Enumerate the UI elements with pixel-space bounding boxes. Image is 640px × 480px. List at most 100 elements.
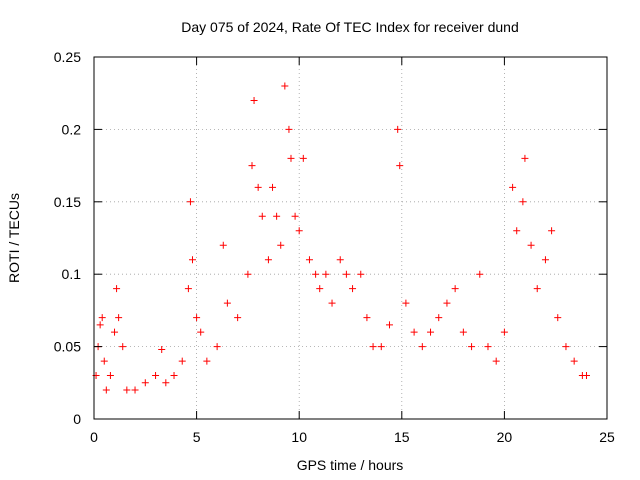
x-tick-label: 0 <box>90 429 98 445</box>
data-point <box>369 343 377 351</box>
y-tick-label: 0 <box>73 411 81 427</box>
data-point <box>106 372 114 380</box>
data-point <box>349 285 357 293</box>
x-tick-label: 20 <box>497 429 513 445</box>
y-tick-label: 0.05 <box>54 339 81 355</box>
data-point <box>484 343 492 351</box>
data-point <box>115 314 123 322</box>
data-point <box>277 241 285 249</box>
data-point <box>158 345 166 353</box>
axis-ticks: 0 5 10 15 20 25 0 0.05 0.1 0.15 0.2 0.25 <box>54 49 615 445</box>
data-point <box>188 256 196 264</box>
data-point <box>203 357 211 365</box>
data-point <box>541 256 549 264</box>
data-point <box>357 270 365 278</box>
data-point <box>184 285 192 293</box>
data-point <box>363 314 371 322</box>
data-point <box>468 343 476 351</box>
data-point <box>152 372 160 380</box>
data-point <box>396 162 404 170</box>
data-points <box>92 82 590 394</box>
data-point <box>219 241 227 249</box>
data-point <box>451 285 459 293</box>
data-point <box>234 314 242 322</box>
data-point <box>285 125 293 133</box>
grid-lines <box>94 57 607 419</box>
data-point <box>570 357 578 365</box>
data-point <box>244 270 252 278</box>
data-point <box>562 343 570 351</box>
data-point <box>254 183 262 191</box>
y-tick-label: 0.15 <box>54 194 81 210</box>
data-point <box>521 154 529 162</box>
data-point <box>322 270 330 278</box>
data-point <box>102 386 110 394</box>
data-point <box>548 227 556 235</box>
data-point <box>258 212 266 220</box>
data-point <box>197 328 205 336</box>
data-point <box>410 328 418 336</box>
data-point <box>385 321 393 329</box>
data-point <box>223 299 231 307</box>
data-point <box>394 125 402 133</box>
data-point <box>519 198 527 206</box>
data-point <box>533 285 541 293</box>
data-point <box>492 357 500 365</box>
data-point <box>123 386 131 394</box>
data-point <box>264 256 272 264</box>
data-point <box>527 241 535 249</box>
y-axis-label: ROTI / TECUs <box>6 193 22 283</box>
data-point <box>113 285 121 293</box>
x-tick-label: 10 <box>291 429 307 445</box>
data-point <box>178 357 186 365</box>
data-point <box>500 328 508 336</box>
data-point <box>377 343 385 351</box>
data-point <box>193 314 201 322</box>
data-point <box>269 183 277 191</box>
data-point <box>273 212 281 220</box>
data-point <box>476 270 484 278</box>
data-point <box>336 256 344 264</box>
data-point <box>162 379 170 387</box>
data-point <box>281 82 289 90</box>
data-point <box>582 372 590 380</box>
data-point <box>513 227 521 235</box>
data-point <box>248 162 256 170</box>
y-tick-label: 0.25 <box>54 49 81 65</box>
data-point <box>459 328 467 336</box>
data-point <box>111 328 119 336</box>
data-point <box>170 372 178 380</box>
data-point <box>131 386 139 394</box>
data-point <box>100 357 108 365</box>
data-point <box>287 154 295 162</box>
data-point <box>96 321 104 329</box>
data-point <box>141 379 149 387</box>
x-axis-label: GPS time / hours <box>297 457 404 473</box>
data-point <box>299 154 307 162</box>
y-tick-label: 0.1 <box>62 266 82 282</box>
x-tick-label: 25 <box>599 429 615 445</box>
data-point <box>435 314 443 322</box>
data-point <box>427 328 435 336</box>
data-point <box>554 314 562 322</box>
data-point <box>316 285 324 293</box>
data-point <box>509 183 517 191</box>
data-point <box>213 343 221 351</box>
data-point <box>98 314 106 322</box>
chart-title: Day 075 of 2024, Rate Of TEC Index for r… <box>181 19 518 35</box>
data-point <box>402 299 410 307</box>
data-point <box>186 198 194 206</box>
data-point <box>250 96 258 104</box>
data-point <box>305 256 313 264</box>
y-tick-label: 0.2 <box>62 121 82 137</box>
data-point <box>312 270 320 278</box>
data-point <box>418 343 426 351</box>
x-tick-label: 5 <box>193 429 201 445</box>
data-point <box>291 212 299 220</box>
data-point <box>295 227 303 235</box>
data-point <box>328 299 336 307</box>
data-point <box>119 343 127 351</box>
data-point <box>443 299 451 307</box>
x-tick-label: 15 <box>394 429 410 445</box>
